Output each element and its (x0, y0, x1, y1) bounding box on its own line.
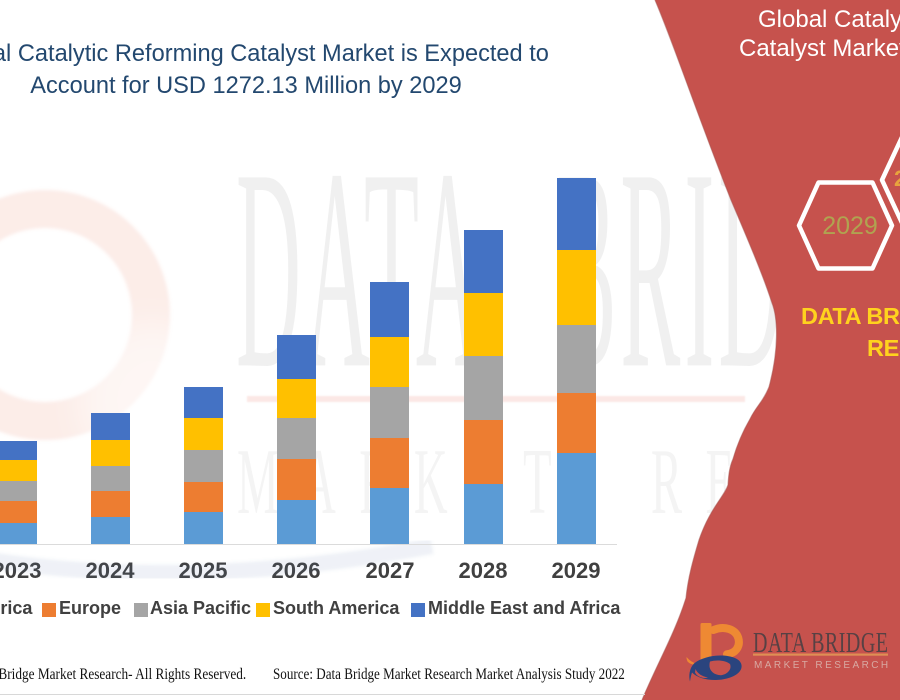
svg-text:MARKET RESEARCH: MARKET RESEARCH (754, 660, 891, 671)
